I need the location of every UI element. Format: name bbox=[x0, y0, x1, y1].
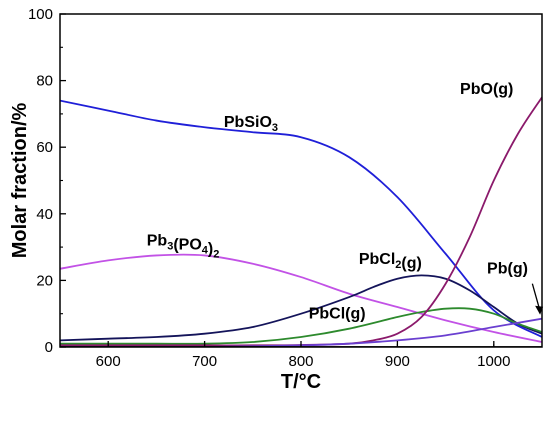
series-line-5 bbox=[60, 96, 542, 347]
x-tick-label: 900 bbox=[385, 353, 410, 370]
y-tick-label: 0 bbox=[45, 339, 53, 356]
y-tick-label: 100 bbox=[28, 6, 53, 23]
y-axis-label: Molar fraction/% bbox=[9, 102, 31, 258]
y-tick-label: 20 bbox=[36, 272, 53, 289]
series-label-2: Pb3(PO4)2 bbox=[147, 232, 220, 260]
series-label-4: PbCl(g) bbox=[309, 306, 366, 323]
plot-frame bbox=[59, 13, 543, 348]
series-label-6: Pb(g) bbox=[487, 261, 528, 278]
x-tick-label: 1000 bbox=[477, 353, 510, 370]
series-line-4 bbox=[60, 307, 542, 345]
y-tick-label: 60 bbox=[36, 139, 53, 156]
series-line-3 bbox=[60, 274, 542, 342]
x-tick-label: 800 bbox=[288, 353, 313, 370]
x-axis-label: T/°C bbox=[281, 371, 321, 393]
ticks-layer: 600 700 800 900 1000 0 20 40 60 80 100 bbox=[28, 6, 511, 370]
x-tick-label: 700 bbox=[192, 353, 217, 370]
series-layer bbox=[60, 96, 542, 347]
series-label-5: PbO(g) bbox=[460, 81, 513, 98]
series-line-1 bbox=[60, 99, 542, 338]
pbg-arrowhead bbox=[535, 305, 544, 315]
series-label-3: PbCl2(g) bbox=[359, 251, 422, 272]
series-line-2 bbox=[60, 253, 542, 343]
y-tick-label: 40 bbox=[36, 206, 53, 223]
series-label-1: PbSiO3 bbox=[224, 114, 278, 134]
labels-layer: PbSiO3 Pb3(PO4)2 PbCl2(g) PbCl(g) PbO(g) Pb(g… bbox=[147, 81, 528, 323]
x-tick-label: 600 bbox=[96, 353, 121, 370]
y-tick-label: 80 bbox=[36, 73, 53, 90]
pbg-arrow bbox=[531, 283, 540, 308]
